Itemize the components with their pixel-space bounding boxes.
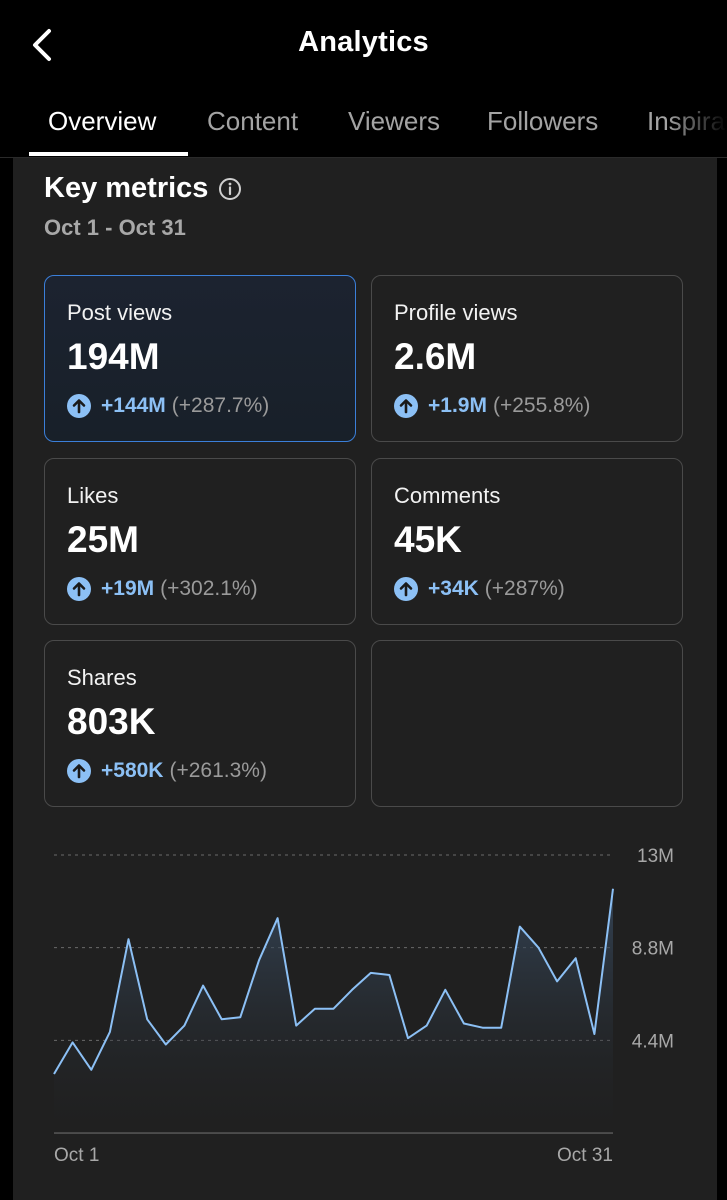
metric-value: 45K <box>394 519 462 560</box>
back-button[interactable] <box>22 22 62 68</box>
arrow-up-circle-icon <box>67 394 91 418</box>
metric-change-value: +580K <box>101 759 164 782</box>
tabs-fade <box>667 90 727 156</box>
metric-label: Likes <box>67 483 119 508</box>
metric-label: Profile views <box>394 300 518 325</box>
active-tab-indicator <box>29 152 188 156</box>
tab-content[interactable]: Content <box>207 106 299 136</box>
arrow-up-circle-icon <box>394 394 418 418</box>
metric-value: 803K <box>67 701 156 742</box>
metric-card-post-views[interactable]: Post views 194M +144M (+287.7%) <box>44 275 356 442</box>
metric-value: 25M <box>67 519 139 560</box>
metric-change: +34K (+287%) <box>394 577 565 601</box>
metric-change-percent: (+287.7%) <box>171 394 270 417</box>
chevron-left-icon <box>33 29 51 61</box>
arrow-up-circle-icon <box>394 577 418 601</box>
metric-change-value: +34K <box>428 577 479 600</box>
section-title: Key metrics <box>44 172 209 204</box>
metric-change: +1.9M (+255.8%) <box>394 394 590 418</box>
date-range: Oct 1 - Oct 31 <box>44 215 186 240</box>
section-heading: Key metrics <box>44 172 242 205</box>
metric-label: Post views <box>67 300 173 325</box>
metric-card-likes[interactable]: Likes 25M +19M (+302.1%) <box>44 458 356 625</box>
metric-card-empty <box>371 640 683 807</box>
arrow-up-circle-icon <box>67 577 91 601</box>
metric-label: Shares <box>67 665 137 690</box>
metric-card-comments[interactable]: Comments 45K +34K (+287%) <box>371 458 683 625</box>
metric-change-value: +144M <box>101 394 166 417</box>
metric-change-value: +1.9M <box>428 394 487 417</box>
info-icon[interactable] <box>218 177 242 201</box>
metric-change-percent: (+255.8%) <box>492 394 591 417</box>
tab-followers[interactable]: Followers <box>487 106 599 136</box>
metric-value: 194M <box>67 336 160 377</box>
header: Analytics <box>0 0 727 90</box>
metric-change-percent: (+302.1%) <box>160 577 258 600</box>
metric-change: +580K (+261.3%) <box>67 759 267 783</box>
metric-change-value: +19M <box>101 577 155 600</box>
metric-change-percent: (+287%) <box>484 577 565 600</box>
metric-label: Comments <box>394 483 501 508</box>
tab-overview[interactable]: Overview <box>48 106 157 136</box>
metric-change: +19M (+302.1%) <box>67 577 258 601</box>
metric-card-profile-views[interactable]: Profile views 2.6M +1.9M (+255.8%) <box>371 275 683 442</box>
metric-change: +144M (+287.7%) <box>67 394 269 418</box>
metric-value: 2.6M <box>394 336 477 377</box>
metric-card-shares[interactable]: Shares 803K +580K (+261.3%) <box>44 640 356 807</box>
metric-change-percent: (+261.3%) <box>169 759 267 782</box>
arrow-up-circle-icon <box>67 759 91 783</box>
tab-viewers[interactable]: Viewers <box>348 106 441 136</box>
page-title: Analytics <box>298 26 429 58</box>
tab-bar: Overview Content Viewers Followers Inspi… <box>0 90 727 158</box>
